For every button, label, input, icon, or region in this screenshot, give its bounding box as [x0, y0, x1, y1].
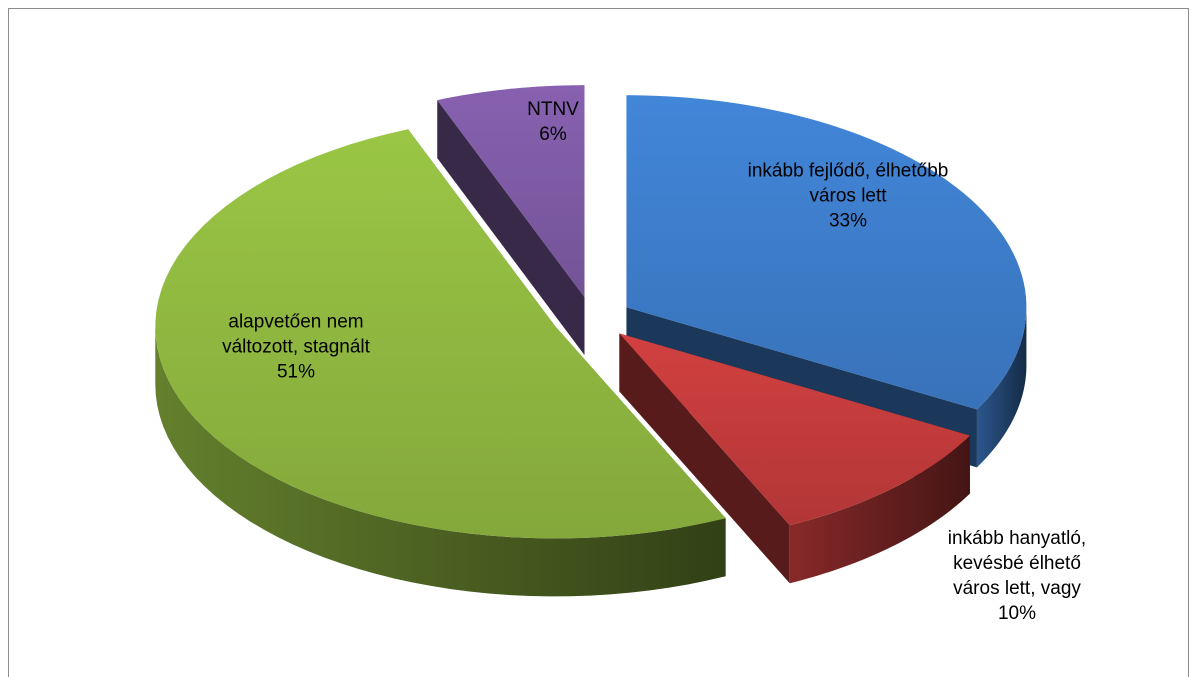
category-label: inkább fejlődő, élhetőbb város lett — [747, 160, 949, 207]
slice-side — [976, 307, 1027, 468]
value-label: 6% — [539, 124, 567, 145]
slice — [619, 333, 970, 526]
chart-frame — [8, 8, 1189, 677]
slice-label: NTNV 6% — [508, 97, 598, 147]
slice — [155, 129, 726, 539]
value-label: 10% — [997, 603, 1037, 624]
slice-label: inkább hanyatló, kevésbé élhető város le… — [937, 526, 1097, 626]
category-label: inkább hanyatló, kevésbé élhető város le… — [947, 528, 1087, 599]
value-label: 33% — [828, 210, 868, 232]
slice-wall — [437, 100, 585, 356]
category-label: alapvetően nem változott, stagnált — [222, 311, 370, 358]
category-label: NTNV — [527, 99, 579, 120]
slice-wall — [619, 333, 790, 584]
slice-side — [789, 435, 970, 584]
slice — [437, 85, 585, 298]
slice — [626, 95, 1027, 410]
slice-label: inkább fejlődő, élhetőbb város lett 33% — [743, 159, 953, 234]
slice-label: alapvetően nem változott, stagnált 51% — [196, 310, 396, 385]
value-label: 51% — [276, 361, 316, 383]
slice-side — [155, 326, 726, 597]
